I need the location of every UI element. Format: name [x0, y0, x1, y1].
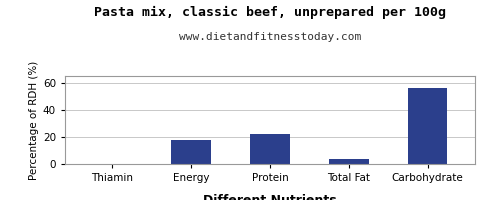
Bar — [408, 88, 448, 164]
X-axis label: Different Nutrients: Different Nutrients — [203, 194, 337, 200]
Text: www.dietandfitnesstoday.com: www.dietandfitnesstoday.com — [179, 32, 361, 42]
Y-axis label: Percentage of RDH (%): Percentage of RDH (%) — [28, 60, 38, 180]
Text: Pasta mix, classic beef, unprepared per 100g: Pasta mix, classic beef, unprepared per … — [94, 6, 446, 19]
Bar — [250, 134, 290, 164]
Bar — [329, 159, 368, 164]
Bar — [172, 140, 211, 164]
